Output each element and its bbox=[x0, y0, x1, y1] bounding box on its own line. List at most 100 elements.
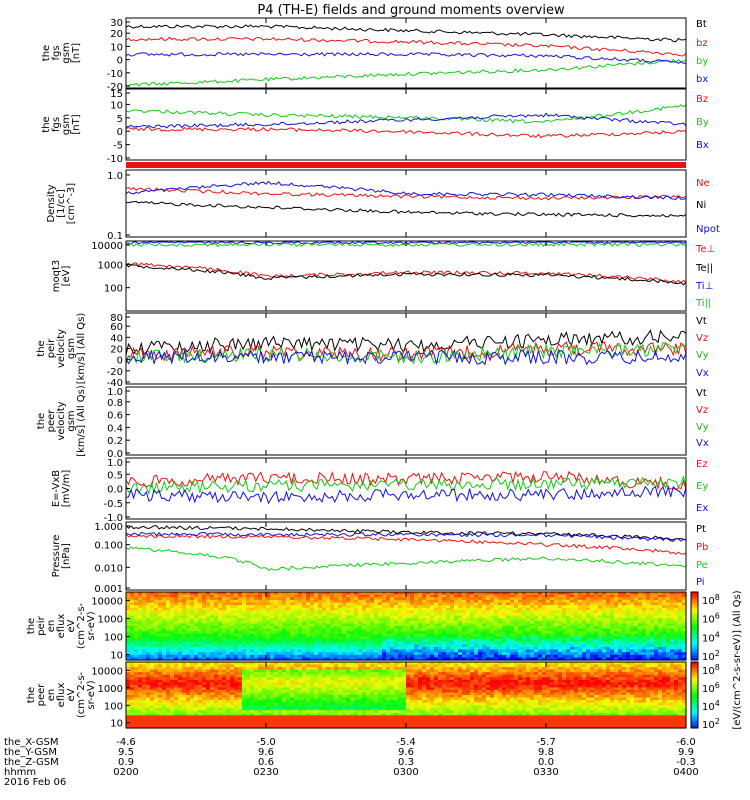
spectrogram-cell bbox=[138, 612, 143, 617]
spectrogram-cell bbox=[350, 641, 355, 645]
spectrogram-cell bbox=[458, 602, 463, 606]
spectrogram-cell bbox=[466, 654, 471, 658]
spectrogram-cell bbox=[130, 623, 135, 627]
spectrogram-cell bbox=[154, 672, 159, 676]
spectrogram-cell bbox=[230, 679, 235, 683]
spectrogram-cell bbox=[406, 644, 411, 648]
spectrogram-cell bbox=[182, 702, 187, 706]
spectrogram-cell bbox=[418, 649, 423, 653]
spectrogram-cell bbox=[286, 605, 291, 609]
spectrogram-cell bbox=[346, 607, 351, 611]
spectrogram-cell bbox=[618, 636, 623, 640]
spectrogram-cell bbox=[146, 626, 151, 630]
spectrogram-cell bbox=[370, 639, 375, 643]
spectrogram-cell bbox=[542, 615, 547, 619]
spectrogram-cell bbox=[330, 599, 335, 603]
spectrogram-cell bbox=[142, 605, 147, 609]
spectrogram-cell bbox=[270, 649, 275, 653]
spectrogram-cell bbox=[390, 636, 395, 640]
spectrogram-cell bbox=[294, 646, 299, 651]
spectrogram-cell bbox=[422, 628, 427, 632]
spectrogram-cell bbox=[406, 636, 411, 640]
spectrogram-cell bbox=[330, 639, 335, 643]
spectrogram-cell bbox=[194, 594, 199, 598]
spectrogram-cell bbox=[174, 641, 179, 645]
spectrogram-cell bbox=[326, 646, 331, 651]
spectrogram-cell bbox=[146, 722, 151, 726]
spectrogram-cell bbox=[282, 646, 287, 651]
spectrogram-cell bbox=[214, 720, 219, 724]
spectrogram-cell bbox=[450, 652, 455, 656]
spectrogram-cell bbox=[238, 652, 243, 656]
spectrogram-cell bbox=[210, 702, 215, 706]
spectrogram-cell bbox=[146, 592, 151, 596]
spectrogram-cell bbox=[186, 631, 191, 635]
spectrogram-cell bbox=[310, 597, 315, 601]
spectrogram-cell bbox=[410, 654, 415, 658]
spectrogram-cell bbox=[582, 657, 587, 661]
spectrogram-cell bbox=[406, 646, 411, 651]
spectrogram-cell bbox=[146, 700, 151, 704]
spectrogram-cell bbox=[326, 620, 331, 624]
spectrogram-cell bbox=[538, 607, 543, 611]
spectrogram-cell bbox=[214, 597, 219, 601]
spectrogram-cell bbox=[362, 612, 367, 617]
spectrogram-cell bbox=[634, 649, 639, 653]
spectrogram-cell bbox=[606, 602, 611, 606]
spectrogram-cell bbox=[182, 599, 187, 603]
spectrogram-cell bbox=[186, 592, 191, 596]
spectrogram-cell bbox=[638, 602, 643, 606]
spectrogram-cell bbox=[610, 644, 615, 648]
spectrogram-cell bbox=[566, 594, 571, 598]
spectrogram-cell bbox=[270, 695, 275, 699]
spectrogram-cell bbox=[466, 649, 471, 653]
spectrogram-cell bbox=[334, 592, 339, 596]
spectrogram-cell bbox=[562, 623, 567, 627]
spectrogram-cell bbox=[342, 594, 347, 598]
spectrogram-cell bbox=[154, 599, 159, 603]
spectrogram-cell bbox=[454, 646, 459, 651]
spectrogram-cell bbox=[490, 626, 495, 630]
spectrogram-cell bbox=[626, 631, 631, 635]
spectrogram-cell bbox=[630, 615, 635, 619]
spectrogram-cell bbox=[502, 628, 507, 632]
spectrogram-cell bbox=[142, 710, 147, 714]
spectrogram-cell bbox=[546, 646, 551, 651]
spectrogram-cell bbox=[210, 615, 215, 619]
spectrogram-cell bbox=[282, 695, 287, 699]
spectrogram-cell bbox=[574, 599, 579, 603]
spectrogram-cell bbox=[206, 707, 211, 711]
spectrogram-cell bbox=[414, 657, 419, 661]
spectrogram-cell bbox=[402, 636, 407, 640]
spectrogram-cell bbox=[366, 652, 371, 656]
spectrogram-cell bbox=[126, 725, 131, 729]
spectrogram-cell bbox=[366, 615, 371, 619]
spectrogram-cell bbox=[402, 649, 407, 653]
spectrogram-cell bbox=[286, 620, 291, 624]
spectrogram-cell bbox=[558, 594, 563, 598]
spectrogram-cell bbox=[562, 633, 567, 637]
spectrogram-cell bbox=[250, 652, 255, 656]
series-line-bx bbox=[125, 112, 687, 129]
spectrogram-cell bbox=[134, 605, 139, 609]
spectrogram-cell bbox=[326, 605, 331, 609]
spectrogram-cell bbox=[186, 695, 191, 699]
spectrogram-cell bbox=[226, 687, 231, 691]
spectrogram-cell bbox=[162, 592, 167, 596]
spectrogram-cell bbox=[330, 602, 335, 606]
spectrogram-cell bbox=[186, 710, 191, 714]
spectrogram-cell bbox=[198, 700, 203, 704]
spectrogram-cell bbox=[266, 717, 271, 721]
spectrogram-cell bbox=[166, 669, 171, 673]
spectrogram-cell bbox=[402, 633, 407, 637]
spectrogram-cell bbox=[330, 612, 335, 617]
spectrogram-cell bbox=[274, 631, 279, 635]
spectrogram-cell bbox=[578, 618, 583, 622]
spectrogram-cell bbox=[158, 649, 163, 653]
spectrogram-cell bbox=[326, 644, 331, 648]
spectrogram-cell bbox=[278, 607, 283, 611]
spectrogram-cell bbox=[670, 623, 675, 627]
spectrogram-cell bbox=[478, 605, 483, 609]
spectrogram-cell bbox=[414, 594, 419, 598]
spectrogram-cell bbox=[666, 639, 671, 643]
